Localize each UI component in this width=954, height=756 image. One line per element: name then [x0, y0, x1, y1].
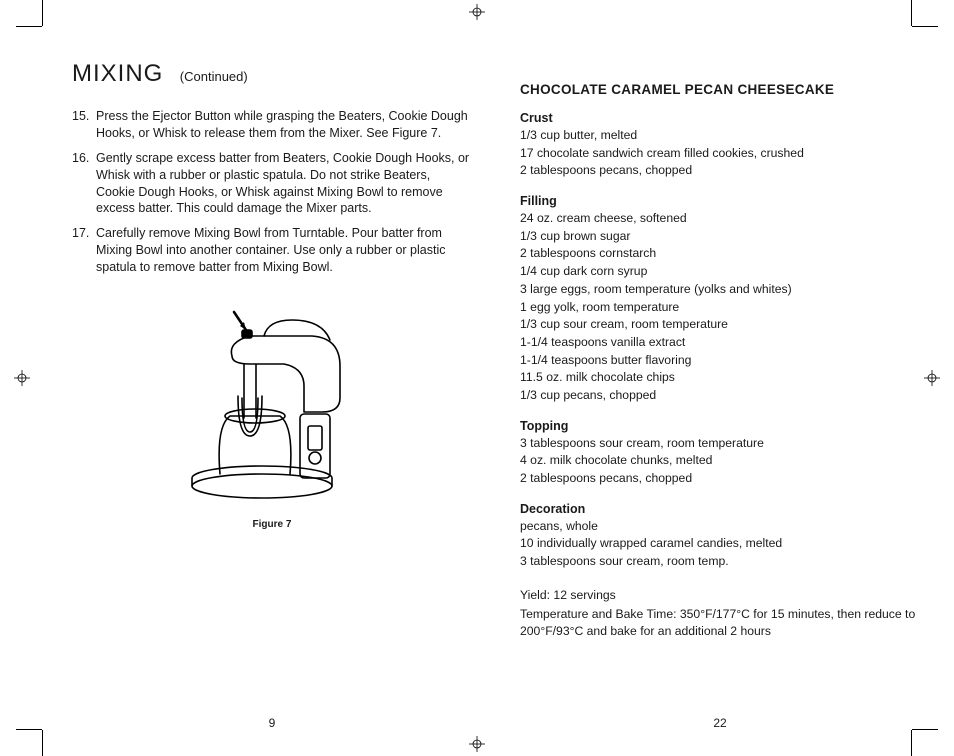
figure-caption: Figure 7 — [72, 519, 472, 530]
left-page: MIXING (Continued) 15.Press the Ejector … — [72, 60, 472, 530]
ingredient: 1/3 cup sour cream, room temperature — [520, 316, 920, 334]
ingredient: 2 tablespoons cornstarch — [520, 245, 920, 263]
mixer-illustration-icon — [172, 306, 372, 506]
ingredient: 1/3 cup butter, melted — [520, 127, 920, 145]
ingredient: 17 chocolate sandwich cream filled cooki… — [520, 145, 920, 163]
ingredient: 1 egg yolk, room temperature — [520, 299, 920, 317]
right-page: CHOCOLATE CARAMEL PECAN CHEESECAKE Crust… — [520, 60, 920, 642]
crust-list: 1/3 cup butter, melted 17 chocolate sand… — [520, 127, 920, 180]
ingredient: 1-1/4 teaspoons butter flavoring — [520, 352, 920, 370]
registration-mark-icon — [469, 736, 485, 752]
filling-list: 24 oz. cream cheese, softened 1/3 cup br… — [520, 210, 920, 405]
ingredient: 1/4 cup dark corn syrup — [520, 263, 920, 281]
section-subtitle: (Continued) — [180, 69, 248, 84]
section-filling-label: Filling — [520, 194, 920, 208]
ingredient: 3 tablespoons sour cream, room temp. — [520, 553, 920, 571]
yield-block: Yield: 12 servings Temperature and Bake … — [520, 587, 920, 640]
ingredient: 11.5 oz. milk chocolate chips — [520, 369, 920, 387]
ingredient: 1/3 cup pecans, chopped — [520, 387, 920, 405]
registration-mark-icon — [14, 370, 30, 386]
ingredient: 10 individually wrapped caramel candies,… — [520, 535, 920, 553]
step: 17.Carefully remove Mixing Bowl from Tur… — [72, 225, 472, 276]
ingredient: 2 tablespoons pecans, chopped — [520, 162, 920, 180]
ingredient: 1-1/4 teaspoons vanilla extract — [520, 334, 920, 352]
registration-mark-icon — [469, 4, 485, 20]
page-number-left: 9 — [72, 716, 472, 730]
ingredient: 3 large eggs, room temperature (yolks an… — [520, 281, 920, 299]
ingredient: 24 oz. cream cheese, softened — [520, 210, 920, 228]
page-number-right: 22 — [520, 716, 920, 730]
figure-7: Figure 7 — [72, 306, 472, 530]
step: 15.Press the Ejector Button while graspi… — [72, 108, 472, 142]
ingredient: 3 tablespoons sour cream, room temperatu… — [520, 435, 920, 453]
section-title: MIXING — [72, 60, 163, 87]
registration-mark-icon — [924, 370, 940, 386]
section-topping-label: Topping — [520, 419, 920, 433]
ingredient: 1/3 cup brown sugar — [520, 228, 920, 246]
yield-line: Yield: 12 servings — [520, 587, 920, 604]
decoration-list: pecans, whole 10 individually wrapped ca… — [520, 518, 920, 571]
ingredient: 2 tablespoons pecans, chopped — [520, 470, 920, 488]
temp-line: Temperature and Bake Time: 350°F/177°C f… — [520, 606, 920, 640]
step: 16.Gently scrape excess batter from Beat… — [72, 150, 472, 218]
section-decoration-label: Decoration — [520, 502, 920, 516]
ingredient: 4 oz. milk chocolate chunks, melted — [520, 452, 920, 470]
instruction-steps: 15.Press the Ejector Button while graspi… — [72, 108, 472, 276]
ingredient: pecans, whole — [520, 518, 920, 536]
section-crust-label: Crust — [520, 111, 920, 125]
recipe-title: CHOCOLATE CARAMEL PECAN CHEESECAKE — [520, 82, 920, 97]
topping-list: 3 tablespoons sour cream, room temperatu… — [520, 435, 920, 488]
